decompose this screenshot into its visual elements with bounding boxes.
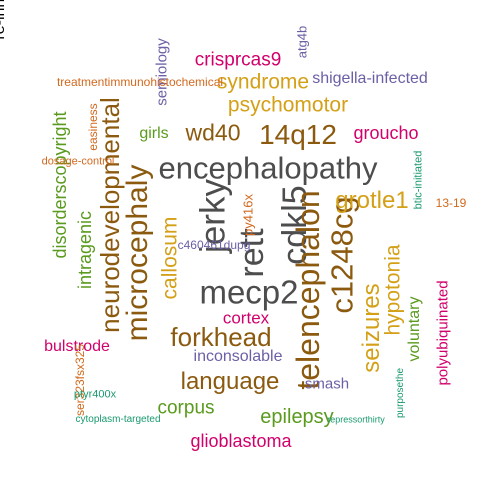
word-re-inhibited: re-inhibited	[0, 0, 8, 40]
word-mecp2: mecp2	[199, 273, 299, 311]
word-inconsolable: inconsolable	[193, 348, 283, 365]
word-callosum: callosum	[158, 216, 182, 300]
word-groucho: groucho	[353, 123, 419, 143]
word-treatmentimmunohistochemical: treatmentimmunohistochemical	[56, 75, 224, 89]
word-dosage-control: dosage-control	[41, 155, 115, 168]
word-neurodevelopmental: neurodevelopmental	[95, 97, 125, 333]
word-purposethe: purposethe	[395, 367, 406, 419]
word-crisprcas9: crisprcas9	[194, 49, 282, 71]
word-13-19: 13-19	[435, 196, 467, 210]
word-smash: smash	[304, 375, 350, 393]
word-shigella-infected: shigella-infected	[312, 70, 428, 87]
word-ptyr400x: ptyr400x	[73, 388, 117, 401]
word-repressorthirty: repressorthirty	[327, 414, 385, 425]
word-epilepsy: epilepsy	[260, 406, 334, 428]
word-encephalopathy: encephalopathy	[158, 150, 378, 186]
word-girls: girls	[139, 125, 169, 142]
word-bulstrode: bulstrode	[44, 338, 110, 355]
word-atg4b: atg4b	[294, 25, 310, 59]
word-cortex: cortex	[222, 308, 270, 328]
word-corpus: corpus	[157, 397, 215, 419]
word-glioblastoma: glioblastoma	[190, 431, 292, 451]
word-language: language	[180, 368, 280, 395]
word-telencephalon: telencephalon	[290, 190, 326, 390]
word-disorderscopyright: disorderscopyright	[50, 111, 70, 259]
word-easiness: easiness	[86, 103, 100, 151]
word-hypotonia: hypotonia	[381, 244, 405, 336]
word-14q12: 14q12	[259, 119, 337, 150]
word-microcephaly: microcephaly	[121, 164, 154, 342]
word-cytoplasm-targeted: cytoplasm-targeted	[75, 414, 161, 425]
word-ser323fsx325: ser323fsx325	[73, 343, 87, 417]
word-intragenic: intragenic	[75, 210, 95, 290]
word-polyubiquinated: polyubiquinated	[434, 280, 452, 386]
word-seizures: seizures	[358, 283, 385, 373]
word-btic-initiated: btic-initiated	[412, 150, 425, 210]
word-semiology: semiology	[153, 38, 171, 106]
word-wd40: wd40	[185, 119, 241, 146]
word-psychomotor: psychomotor	[227, 93, 349, 117]
word-grotle1: grotle1	[335, 187, 409, 214]
word-voluntary: voluntary	[406, 296, 423, 362]
word-syndrome: syndrome	[216, 70, 310, 94]
word-c460461dupg: c460461dupg	[177, 238, 251, 252]
word-py416x: py416x	[240, 194, 256, 236]
word-forkhead: forkhead	[170, 322, 272, 352]
